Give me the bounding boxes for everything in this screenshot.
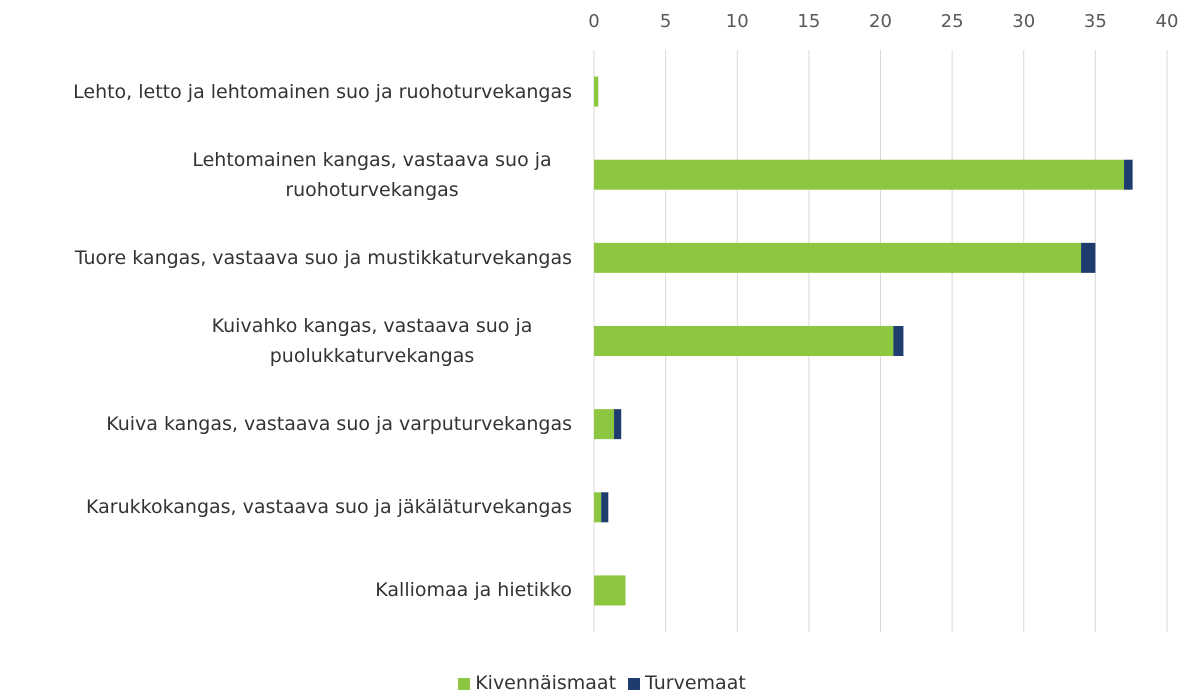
bar	[594, 159, 1125, 190]
x-tick-label: 5	[660, 11, 671, 32]
x-tick-label: 15	[797, 11, 820, 32]
legend-swatch	[458, 677, 471, 690]
y-tick-label: Kuivahko kangas, vastaava suo ja puolukk…	[172, 311, 572, 371]
bar	[1124, 159, 1133, 190]
legend-swatch	[628, 677, 641, 690]
bar	[893, 326, 904, 356]
category-text: Lehtomainen kangas, vastaava suo ja ruoh…	[192, 148, 552, 201]
category-text: Lehto, letto ja lehtomainen suo ja ruoho…	[73, 80, 572, 103]
legend-label: Turvemaat	[645, 672, 746, 694]
x-tick-label: 30	[1012, 11, 1035, 32]
category-text: Kuiva kangas, vastaava suo ja varputurve…	[106, 413, 572, 436]
y-tick-label: Lehtomainen kangas, vastaava suo ja ruoh…	[172, 145, 572, 205]
x-tick-label: 10	[726, 11, 749, 32]
x-tick-label: 40	[1156, 11, 1179, 32]
bar	[594, 76, 599, 107]
x-tick-label: 25	[941, 11, 964, 32]
category-text: Kalliomaa ja hietikko	[375, 579, 572, 602]
x-tick-label: 0	[588, 11, 599, 32]
y-tick-label: Kalliomaa ja hietikko	[375, 575, 572, 605]
y-tick-label: Karukkokangas, vastaava suo ja jäkälätur…	[86, 492, 572, 522]
y-tick-label: Kuiva kangas, vastaava suo ja varputurve…	[106, 409, 572, 439]
legend: Kivennäismaat Turvemaat	[0, 672, 1204, 694]
category-text: Tuore kangas, vastaava suo ja mustikkatu…	[74, 246, 572, 269]
bar	[594, 409, 615, 440]
legend-item: Turvemaat	[628, 672, 746, 694]
y-tick-label: Lehto, letto ja lehtomainen suo ja ruoho…	[73, 77, 572, 107]
bar	[594, 575, 626, 606]
bar	[601, 492, 609, 523]
legend-label: Kivennäismaat	[475, 672, 617, 694]
bar	[614, 409, 622, 440]
category-text: Karukkokangas, vastaava suo ja jäkälätur…	[86, 496, 572, 519]
legend-item: Kivennäismaat	[458, 672, 616, 694]
x-tick-label: 20	[869, 11, 892, 32]
y-tick-label: Tuore kangas, vastaava suo ja mustikkatu…	[75, 243, 572, 273]
category-text: Kuivahko kangas, vastaava suo ja puolukk…	[211, 315, 533, 367]
bar	[594, 492, 602, 523]
bar	[594, 326, 894, 356]
x-tick-label: 35	[1084, 11, 1107, 32]
bar	[1081, 242, 1096, 273]
bar	[594, 242, 1082, 273]
